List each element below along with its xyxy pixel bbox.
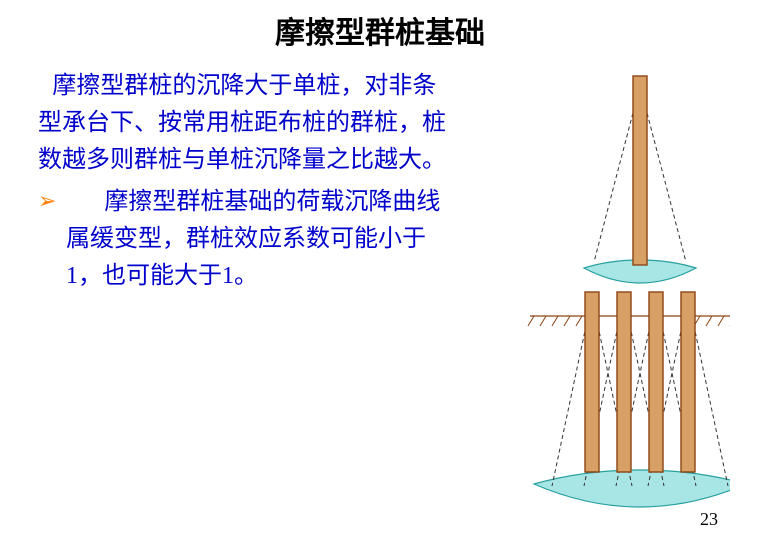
- group-pile-2: [617, 292, 631, 472]
- page-title: 摩擦型群桩基础: [0, 8, 760, 52]
- group-pile-3: [649, 292, 663, 472]
- group-cones: [552, 298, 728, 486]
- group-pile-1: [585, 292, 599, 472]
- pile-diagram: [500, 70, 730, 522]
- single-pile: [633, 76, 647, 265]
- paragraph-1: 摩擦型群桩的沉降大于单桩，对非条型承台下、按常用桩距布桩的群桩，桩数越多则群桩与…: [38, 68, 458, 180]
- bullet-item: ➢ 摩擦型群桩基础的荷载沉降曲线属缓变型，群桩效应系数可能小于1，也可能大于1。: [38, 184, 458, 296]
- paragraph-2: 摩擦型群桩基础的荷载沉降曲线属缓变型，群桩效应系数可能小于1，也可能大于1。: [66, 184, 458, 296]
- page-number: 23: [700, 509, 718, 530]
- body-text: 摩擦型群桩的沉降大于单桩，对非条型承台下、按常用桩距布桩的群桩，桩数越多则群桩与…: [38, 68, 458, 295]
- bullet-icon: ➢: [38, 184, 66, 218]
- group-pile-4: [681, 292, 695, 472]
- group-bulb: [534, 470, 730, 507]
